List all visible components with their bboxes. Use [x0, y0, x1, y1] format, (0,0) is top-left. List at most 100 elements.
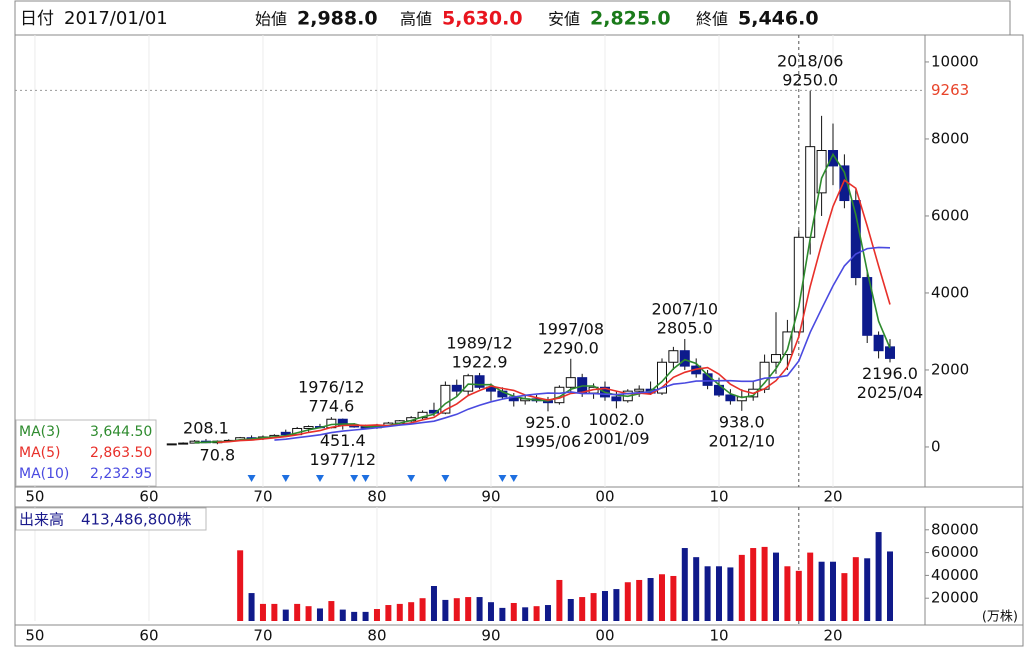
event-marker: [361, 475, 370, 482]
x-tick-label: 90: [481, 488, 500, 506]
y-tick-label: 10000: [931, 52, 979, 70]
annotation-date: 1977/12: [310, 450, 376, 469]
candle-body: [565, 377, 576, 388]
annotation-date: 2018/06: [777, 51, 843, 70]
candle-body: [873, 334, 884, 352]
x-tick-label: 00: [595, 627, 614, 645]
volume-bar: [362, 611, 369, 621]
candle-body: [885, 346, 895, 359]
volume-bar: [237, 550, 244, 621]
volume-bar: [351, 611, 358, 621]
volume-bar: [829, 561, 836, 621]
y-tick-label: 4000: [931, 283, 969, 301]
y-tick-label: 6000: [931, 206, 969, 224]
candle-body: [451, 384, 462, 392]
annotation-date: 2025/04: [857, 383, 923, 402]
field-label: 始値: [255, 10, 287, 29]
x-tick-label: 50: [25, 627, 44, 645]
candle-body: [770, 354, 781, 363]
annotation-price: 925.0: [525, 413, 571, 432]
chart-frame: [14, 34, 1024, 647]
candle-body: [816, 150, 827, 194]
y-tick-label: 2000: [931, 360, 969, 378]
volume-bar: [294, 603, 301, 621]
volume-bar: [408, 602, 415, 621]
annotation-date: 2012/10: [709, 431, 775, 450]
unit-label: (万株): [982, 610, 1018, 625]
y-tick-label: 8000: [931, 129, 969, 147]
annotation-date: 1989/12: [446, 333, 512, 352]
volume-bar: [750, 548, 757, 621]
event-marker: [350, 475, 359, 482]
annotation-price: 208.1: [183, 418, 229, 437]
volume-bar: [579, 597, 586, 621]
volume-bar: [704, 566, 711, 621]
annotation-price: 9250.0: [782, 70, 838, 89]
candle-body: [280, 431, 291, 436]
candle-body: [303, 426, 314, 429]
volume-bar: [430, 586, 437, 621]
x-tick-label: 50: [25, 488, 44, 506]
candle-body: [668, 350, 679, 363]
x-tick-label: 00: [595, 488, 614, 506]
ma-line: [274, 246, 891, 441]
volume-bar: [624, 582, 631, 621]
annotation-price: 1002.0: [588, 410, 644, 429]
volume-bar: [487, 602, 494, 621]
candle-body: [554, 386, 565, 404]
volume-bar: [373, 609, 380, 621]
volume-bar: [807, 552, 814, 621]
volume-bar: [453, 598, 460, 621]
legend-box: [15, 419, 157, 487]
volume-bar: [442, 599, 449, 621]
volume-bar: [864, 558, 871, 621]
volume-bar: [658, 574, 665, 621]
volume-bar: [784, 566, 791, 621]
y-tick-label: 40000: [931, 566, 979, 584]
volume-bar: [465, 597, 472, 621]
field-value: 2,825.0: [590, 8, 671, 30]
ma-line: [217, 178, 891, 444]
candle-body: [827, 150, 838, 167]
candle-body: [782, 331, 793, 356]
volume-bar: [727, 567, 734, 621]
volume-bar: [841, 573, 848, 621]
candle-body: [862, 277, 873, 336]
volume-bar: [601, 591, 608, 621]
annotation-price: 70.8: [200, 446, 236, 465]
candle-body: [178, 442, 189, 445]
panel-title-box: [15, 507, 207, 531]
volume-bar: [305, 606, 312, 621]
event-marker: [407, 475, 416, 482]
annotation-date: 2007/10: [652, 299, 718, 318]
x-tick-label: 80: [367, 488, 386, 506]
volume-bar: [887, 551, 893, 621]
volume-bar: [738, 554, 745, 621]
volume-bar: [670, 575, 677, 621]
y-tick-label: 0: [931, 437, 941, 455]
volume-bar: [772, 552, 779, 621]
annotation-price: 2196.0: [862, 364, 918, 383]
field-label: 終値: [696, 10, 728, 29]
event-marker: [281, 475, 290, 482]
annotation-date: 1997/08: [538, 319, 604, 338]
x-tick-label: 70: [253, 488, 272, 506]
annotation-price: 774.6: [308, 397, 354, 416]
volume-bar: [476, 597, 483, 621]
panel-title: 出来高: [19, 511, 64, 529]
annotation-date: 1976/12: [298, 378, 364, 397]
event-marker: [441, 475, 450, 482]
candle-body: [428, 409, 439, 414]
x-tick-label: 70: [253, 627, 272, 645]
volume-bar: [795, 570, 802, 621]
annotation-price: 2805.0: [657, 318, 713, 337]
volume-bar: [339, 609, 346, 621]
date-label: 日付: [20, 9, 54, 29]
x-tick-label: 20: [823, 488, 842, 506]
x-tick-label: 20: [823, 627, 842, 645]
volume-bar: [385, 605, 392, 621]
volume-bar: [271, 603, 278, 621]
candle-body: [611, 396, 622, 402]
